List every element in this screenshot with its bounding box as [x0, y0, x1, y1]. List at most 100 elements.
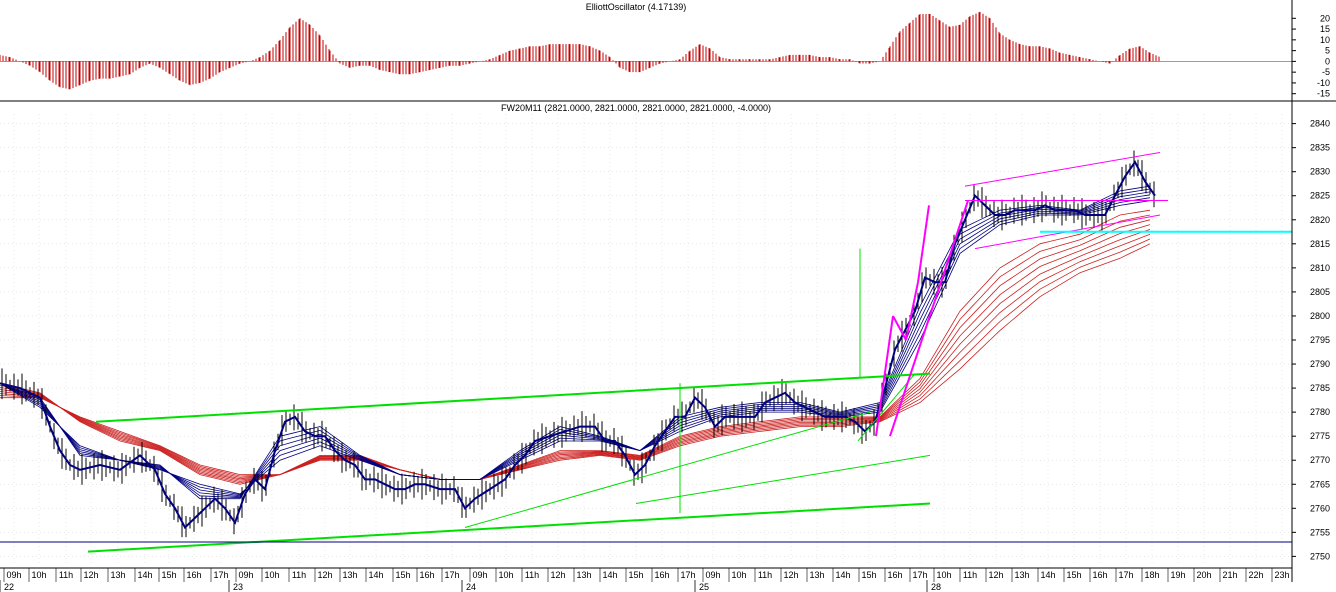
price-grid — [0, 114, 1292, 566]
price-y-tick-label: 2755 — [1310, 527, 1330, 537]
time-tick-label: 10h — [31, 570, 46, 580]
time-tick-label: 12h — [783, 570, 798, 580]
oscillator-y-tick-label: 15 — [1320, 24, 1330, 34]
time-tick-label: 09h — [472, 570, 487, 580]
day-tick-label: 22 — [4, 582, 14, 592]
time-tick-label: 17h — [444, 570, 459, 580]
slow-ma-line — [0, 214, 1151, 484]
price-y-tick-label: 2810 — [1310, 263, 1330, 273]
price-annotations — [0, 151, 1292, 553]
price-y-tick-label: 2750 — [1310, 551, 1330, 561]
day-tick-label: 25 — [699, 582, 709, 592]
price-y-tick-label: 2815 — [1310, 239, 1330, 249]
trendline — [87, 502, 931, 553]
time-tick-label: 16h — [887, 570, 902, 580]
price-y-tick-label: 2770 — [1310, 455, 1330, 465]
time-tick-label: 13h — [1014, 570, 1029, 580]
time-tick-label: 16h — [654, 570, 669, 580]
trendline — [464, 411, 871, 529]
time-tick-label: 09h — [6, 570, 21, 580]
oscillator-y-tick-label: 5 — [1325, 46, 1330, 56]
price-y-tick-label: 2790 — [1310, 359, 1330, 369]
time-tick-label: 11h — [59, 570, 73, 580]
time-tick-labels: 09h 10h 11h 12h 13h 14h 15h 16h 17h 09h 10h 11h 12h 1… — [3, 568, 1290, 582]
time-tick-label: 09h — [705, 570, 720, 580]
time-tick-label: 22h — [1248, 570, 1263, 580]
price-y-tick-label: 2765 — [1310, 479, 1330, 489]
time-tick-label: 10h — [936, 570, 951, 580]
time-tick-label: 17h — [1118, 570, 1133, 580]
time-axis: 09h 10h 11h 12h 13h 14h 15h 16h 17h 09h 10h 11h 12h 1… — [0, 567, 1292, 592]
slow-ma-line — [0, 219, 1151, 482]
day-tick-labels: 22 23 24 25 28 — [0, 580, 941, 592]
price-y-tick-label: 2780 — [1310, 407, 1330, 417]
time-tick-label: 13h — [576, 570, 591, 580]
trendline — [95, 372, 931, 423]
day-tick-label: 23 — [233, 582, 243, 592]
time-tick-label: 17h — [680, 570, 695, 580]
time-tick-label: 17h — [213, 570, 228, 580]
time-tick-label: 10h — [731, 570, 746, 580]
time-tick-label: 12h — [317, 570, 332, 580]
time-tick-label: 10h — [264, 570, 279, 580]
time-tick-label: 21h — [1222, 570, 1237, 580]
time-tick-label: 14h — [835, 570, 850, 580]
time-tick-label: 13h — [110, 570, 125, 580]
time-tick-label: 10h — [498, 570, 513, 580]
day-tick-label: 28 — [931, 582, 941, 592]
trendline — [917, 205, 930, 283]
trendline — [857, 373, 916, 442]
price-y-tick-label: 2840 — [1310, 119, 1330, 129]
time-tick-label: 15h — [161, 570, 176, 580]
time-tick-label: 11h — [758, 570, 772, 580]
time-tick-label: 12h — [550, 570, 565, 580]
oscillator-panel: ElliottOscillator (4.17139) 20151050-5-1… — [0, 2, 1330, 99]
slow-ma-line — [0, 243, 1151, 480]
price-y-tick-label: 2835 — [1310, 143, 1330, 153]
time-tick-label: 16h — [186, 570, 201, 580]
time-tick-label: 14h — [602, 570, 617, 580]
price-y-tick-label: 2795 — [1310, 335, 1330, 345]
time-tick-label: 13h — [809, 570, 824, 580]
trendline — [905, 282, 919, 341]
slow-ma-line — [0, 224, 1151, 481]
price-y-tick-label: 2785 — [1310, 383, 1330, 393]
time-tick-label: 20h — [1196, 570, 1211, 580]
day-tick-label: 24 — [466, 582, 476, 592]
price-title: FW20M11 (2821.0000, 2821.0000, 2821.0000… — [501, 103, 771, 113]
time-tick-label: 15h — [861, 570, 876, 580]
oscillator-y-tick-label: -10 — [1317, 78, 1330, 88]
time-tick-label: 19h — [1170, 570, 1185, 580]
time-tick-label: 17h — [912, 570, 927, 580]
time-tick-label: 09h — [238, 570, 253, 580]
oscillator-y-tick-label: 0 — [1325, 56, 1330, 66]
time-tick-label: 15h — [1066, 570, 1081, 580]
time-tick-label: 12h — [83, 570, 98, 580]
time-tick-label: 11h — [963, 570, 977, 580]
fast-ma-line — [0, 197, 1151, 496]
time-tick-label: 16h — [419, 570, 434, 580]
price-series — [0, 150, 1156, 538]
price-panel: FW20M11 (2821.0000, 2821.0000, 2821.0000… — [0, 103, 1330, 566]
price-y-axis: 2840 2835 2830 2825 2820 2815 2810 2805 2800 2795… — [1292, 119, 1330, 561]
price-line — [0, 160, 1156, 530]
oscillator-y-tick-label: 10 — [1320, 35, 1330, 45]
fast-ma-line — [0, 194, 1151, 497]
price-y-tick-label: 2830 — [1310, 167, 1330, 177]
time-tick-label: 14h — [137, 570, 152, 580]
time-tick-label: 14h — [1040, 570, 1055, 580]
price-y-tick-label: 2805 — [1310, 287, 1330, 297]
trendline — [889, 200, 969, 437]
time-tick-label: 11h — [292, 570, 306, 580]
price-y-tick-label: 2775 — [1310, 431, 1330, 441]
price-y-tick-label: 2820 — [1310, 215, 1330, 225]
price-y-tick-label: 2800 — [1310, 311, 1330, 321]
oscillator-bars — [0, 11, 1160, 90]
oscillator-y-tick-label: 20 — [1320, 13, 1330, 23]
trendline — [892, 315, 907, 341]
trendline — [635, 454, 931, 504]
trendline — [875, 315, 894, 437]
